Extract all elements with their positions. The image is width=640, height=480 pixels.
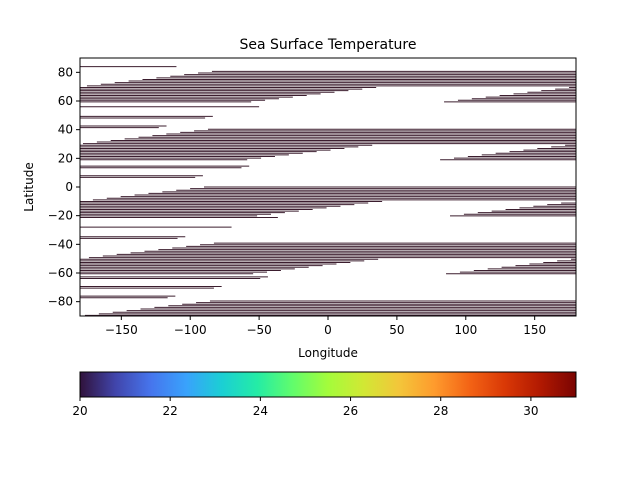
y-tick-label: −80	[48, 295, 73, 309]
y-axis-label: Latitude	[22, 162, 36, 211]
y-tick-label: 60	[58, 94, 73, 108]
y-tick-label: −40	[48, 237, 73, 251]
x-tick-label: −150	[105, 323, 138, 337]
y-tick-label: 80	[58, 65, 73, 79]
x-tick-label: 50	[389, 323, 404, 337]
x-axis: −150 −100 −50 0 50 100 150	[105, 316, 546, 337]
y-tick-label: 0	[65, 180, 73, 194]
y-tick-label: −20	[48, 209, 73, 223]
y-tick-label: 40	[58, 123, 73, 137]
x-tick-label: 100	[454, 323, 477, 337]
colorbar	[79, 371, 577, 398]
colorbar-tick-label: 30	[523, 404, 538, 418]
y-tick-label: −60	[48, 266, 73, 280]
plot-lines	[80, 66, 576, 316]
colorbar-tick-label: 26	[343, 404, 358, 418]
x-tick-label: 150	[523, 323, 546, 337]
chart-title: Sea Surface Temperature	[240, 37, 417, 53]
colorbar-axis: 20 22 24 26 28 30	[72, 397, 539, 418]
y-axis: −80 −60 −40 −20 0 20 40 60 80	[48, 65, 80, 309]
x-tick-label: −50	[246, 323, 271, 337]
x-axis-label: Longitude	[298, 346, 358, 360]
y-tick-label: 20	[58, 151, 73, 165]
colorbar-tick-label: 24	[253, 404, 268, 418]
colorbar-tick-label: 20	[72, 404, 87, 418]
x-tick-label: 0	[324, 323, 332, 337]
colorbar-tick-label: 22	[163, 404, 178, 418]
colorbar-tick-label: 28	[433, 404, 448, 418]
x-tick-label: −100	[174, 323, 207, 337]
